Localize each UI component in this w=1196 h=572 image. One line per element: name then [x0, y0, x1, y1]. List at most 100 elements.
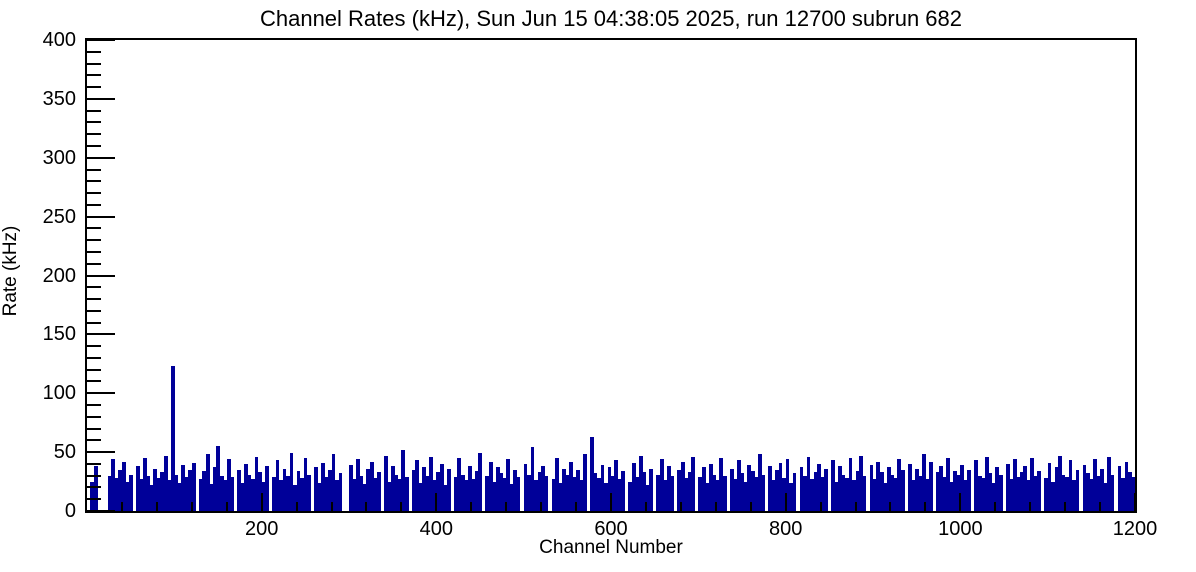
- x-tick-label: 1200: [1112, 518, 1158, 540]
- y-minor-tick: [87, 404, 101, 407]
- histogram-bar: [935, 472, 940, 511]
- histogram-bar: [813, 472, 818, 511]
- histogram-bar: [792, 473, 797, 511]
- histogram-bar: [820, 476, 825, 511]
- histogram-bar: [897, 459, 902, 511]
- histogram-bar: [911, 480, 916, 511]
- x-axis-title: Channel Number: [539, 537, 683, 558]
- histogram-bar: [883, 482, 888, 511]
- y-minor-tick: [87, 144, 101, 147]
- y-minor-tick: [87, 486, 101, 489]
- y-major-tick: [87, 274, 115, 277]
- histogram-bar: [576, 469, 580, 511]
- histogram-bar: [404, 476, 409, 511]
- histogram-bar: [684, 478, 689, 511]
- histogram-bar: [960, 465, 965, 511]
- histogram-bar: [656, 474, 661, 511]
- histogram-bar: [366, 468, 371, 511]
- histogram-bar: [411, 469, 416, 511]
- histogram-bar: [1009, 479, 1014, 511]
- histogram-bar: [778, 462, 783, 511]
- x-minor-tick: [155, 502, 158, 511]
- y-minor-tick: [87, 74, 101, 77]
- histogram-bar: [921, 454, 926, 511]
- histogram-bar: [296, 470, 301, 511]
- x-minor-tick: [924, 502, 927, 511]
- x-minor-tick: [190, 502, 193, 511]
- histogram-bar: [418, 482, 423, 511]
- y-minor-tick: [87, 309, 101, 312]
- y-tick-label: 100: [42, 382, 76, 405]
- histogram-bar: [1019, 472, 1024, 511]
- histogram-bar: [939, 466, 944, 511]
- histogram-bar: [824, 468, 828, 511]
- histogram-bar: [893, 478, 898, 511]
- histogram-bar: [677, 469, 682, 511]
- histogram-bar: [782, 478, 786, 511]
- histogram-bar: [467, 466, 472, 511]
- histogram-bar: [1033, 475, 1038, 511]
- y-major-tick: [87, 97, 115, 100]
- histogram-bar: [135, 466, 140, 511]
- histogram-bar: [362, 483, 367, 511]
- histogram-bar: [216, 446, 221, 511]
- histogram-bar: [202, 470, 207, 511]
- histogram-bar: [502, 478, 507, 511]
- y-minor-tick: [87, 50, 101, 53]
- histogram-bar: [687, 472, 692, 511]
- y-tick-label: 0: [64, 500, 76, 522]
- histogram-bar: [429, 456, 434, 511]
- histogram-bar: [565, 474, 570, 511]
- histogram-bar: [918, 475, 923, 511]
- histogram-bar: [219, 475, 224, 511]
- histogram-bar: [191, 462, 196, 511]
- y-major-tick: [87, 215, 115, 218]
- histogram-bar: [729, 468, 734, 511]
- y-minor-tick: [87, 356, 101, 359]
- histogram-bar: [90, 481, 95, 511]
- histogram-bar: [942, 476, 947, 511]
- histogram-bar: [303, 458, 308, 511]
- histogram-bar: [209, 483, 214, 511]
- histogram-bar: [607, 467, 612, 511]
- histogram-bar: [597, 478, 601, 511]
- histogram-bar: [949, 481, 954, 511]
- histogram-bar: [1023, 466, 1027, 511]
- histogram-bar: [701, 467, 706, 511]
- x-major-tick: [435, 493, 438, 511]
- histogram-bar: [590, 436, 594, 511]
- y-minor-tick: [87, 286, 101, 289]
- y-minor-tick: [87, 368, 101, 371]
- histogram-bar: [516, 476, 521, 511]
- histogram-bar: [188, 469, 193, 511]
- y-minor-tick: [87, 62, 101, 65]
- histogram-bar: [1100, 468, 1104, 511]
- histogram-bar: [890, 474, 895, 511]
- histogram-bar: [873, 479, 877, 511]
- histogram-bar: [1051, 481, 1055, 511]
- histogram-bar: [1068, 460, 1073, 511]
- y-major-tick: [87, 156, 115, 159]
- histogram-bar: [754, 476, 758, 511]
- histogram-bar: [223, 480, 228, 511]
- histogram-bar: [443, 485, 448, 511]
- histogram-bar: [1131, 476, 1136, 511]
- histogram-bar: [464, 480, 469, 511]
- histogram-bar: [247, 474, 252, 511]
- histogram-bar: [907, 463, 912, 511]
- histogram-bar: [527, 474, 531, 511]
- histogram-bar: [1117, 466, 1122, 511]
- histogram-bar: [331, 454, 336, 511]
- histogram-bar: [359, 475, 364, 511]
- histogram-bar: [1065, 476, 1069, 511]
- histogram-bar: [156, 478, 161, 511]
- y-tick-label: 400: [42, 29, 76, 51]
- x-major-tick: [959, 493, 962, 511]
- histogram-bar: [1030, 458, 1034, 511]
- histogram-bar: [869, 465, 874, 511]
- histogram-bar: [170, 366, 175, 511]
- y-tick-label: 300: [42, 146, 76, 169]
- y-minor-tick: [87, 474, 101, 477]
- histogram-bar: [638, 455, 643, 511]
- histogram-bar: [439, 463, 444, 511]
